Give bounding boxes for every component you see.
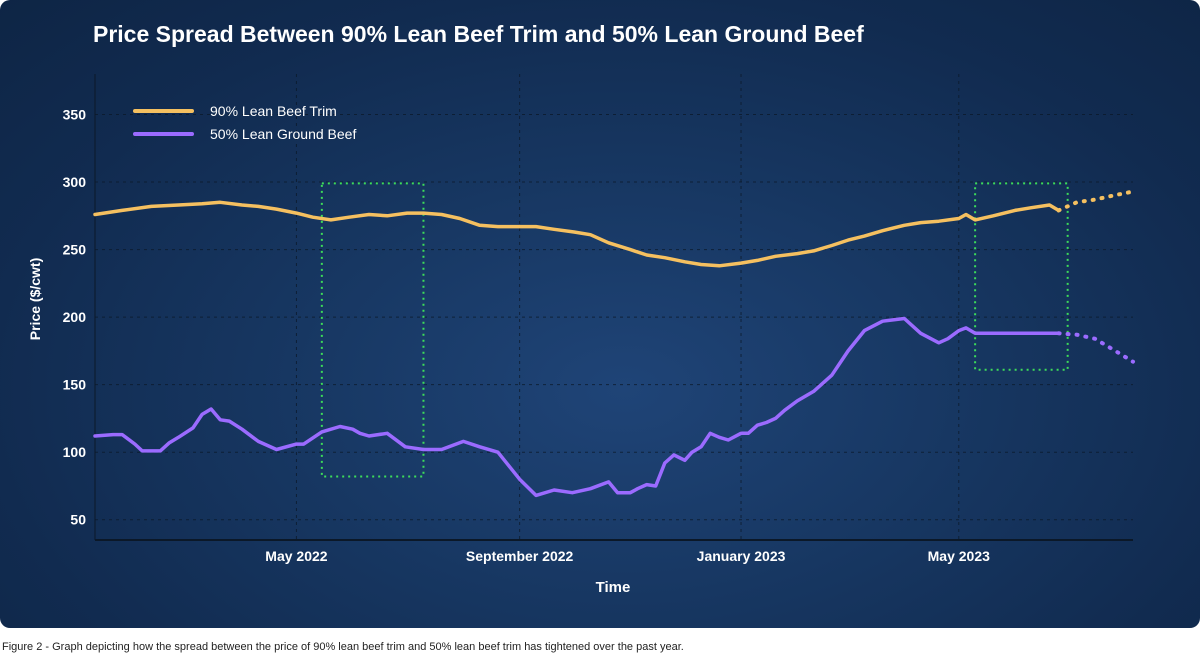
projection-line-ground [1056,331,1135,364]
x-tick-label: September 2022 [466,548,574,564]
x-tick-label: May 2022 [265,548,327,564]
series-layer [93,189,1135,498]
chart-svg: Price Spread Between 90% Lean Beef Trim … [27,21,1135,596]
y-tick-label: 50 [70,512,86,528]
series-line-trim [93,200,1061,268]
projection-line-trim [1056,189,1135,213]
tick-labels: 50 100 150 200 250 300 350 May 2022 September 20… [63,107,990,564]
chart-title: Price Spread Between 90% Lean Beef Trim … [93,21,864,47]
x-tick-label: January 2023 [697,548,786,564]
y-axis-label: Price ($/cwt) [27,258,43,340]
x-axis-label: Time [596,579,631,596]
highlight-box [320,182,425,478]
x-tick-label: May 2023 [928,548,990,564]
legend-label-ground: 50% Lean Ground Beef [210,126,356,142]
grid-lines [95,74,1133,540]
axes [94,74,1133,541]
y-tick-label: 150 [63,377,87,393]
legend: 90% Lean Beef Trim 50% Lean Ground Beef [133,103,356,142]
highlight-box [974,182,1069,371]
y-tick-label: 250 [63,242,87,258]
y-tick-label: 200 [63,309,87,325]
legend-label-trim: 90% Lean Beef Trim [210,103,337,119]
figure-caption: Figure 2 - Graph depicting how the sprea… [2,641,684,653]
annotations [320,182,1069,478]
y-tick-label: 100 [63,444,87,460]
series-line-ground [93,316,1061,498]
y-tick-label: 350 [63,107,87,123]
y-tick-label: 300 [63,174,87,190]
chart-panel: Price Spread Between 90% Lean Beef Trim … [0,0,1200,628]
